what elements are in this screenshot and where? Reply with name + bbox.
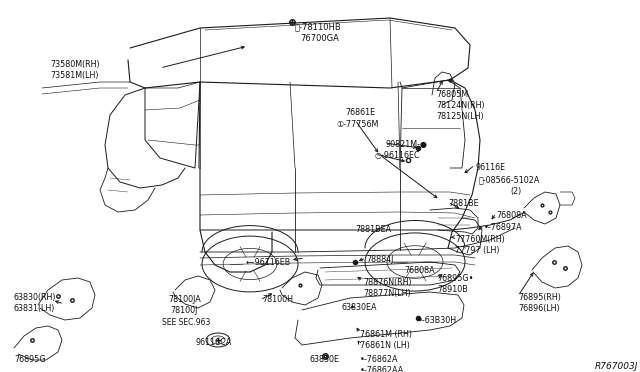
- Text: •-76897A: •-76897A: [484, 223, 523, 232]
- Text: 77760M(RH): 77760M(RH): [455, 235, 505, 244]
- Text: Ⓢ-08566-5102A: Ⓢ-08566-5102A: [479, 175, 540, 184]
- Text: 77797 (LH): 77797 (LH): [455, 246, 499, 255]
- Text: 76895G•: 76895G•: [437, 274, 474, 283]
- Text: 63830EA: 63830EA: [342, 303, 378, 312]
- Text: R767003J: R767003J: [595, 362, 638, 371]
- Text: 76861N (LH): 76861N (LH): [360, 341, 410, 350]
- Text: 78876N(RH): 78876N(RH): [363, 278, 412, 287]
- Text: 78910B: 78910B: [437, 285, 468, 294]
- Text: 76861M (RH): 76861M (RH): [360, 330, 412, 339]
- Text: 73581M(LH): 73581M(LH): [50, 71, 99, 80]
- Text: 7881BEA: 7881BEA: [355, 225, 391, 234]
- Text: 76808A: 76808A: [496, 211, 527, 220]
- Text: 96116CA: 96116CA: [195, 338, 231, 347]
- Text: Ⓜ-78110HB: Ⓜ-78110HB: [295, 22, 342, 31]
- Text: 78100J: 78100J: [170, 306, 197, 315]
- Text: 73580M(RH): 73580M(RH): [50, 60, 100, 69]
- Text: 63831(LH): 63831(LH): [14, 304, 56, 313]
- Text: 76861E: 76861E: [345, 108, 375, 117]
- Text: 76808A: 76808A: [404, 266, 435, 275]
- Text: •-76862A: •-76862A: [360, 355, 399, 364]
- Text: (2): (2): [510, 187, 521, 196]
- Text: 76895(RH): 76895(RH): [518, 293, 561, 302]
- Text: 76805M: 76805M: [436, 90, 468, 99]
- Text: 78884J: 78884J: [366, 255, 394, 264]
- Text: 63830E: 63830E: [310, 355, 340, 364]
- Text: ①-77756M: ①-77756M: [336, 120, 378, 129]
- Text: 78877N(LH): 78877N(LH): [363, 289, 411, 298]
- Text: 76895G: 76895G: [14, 355, 45, 364]
- Text: 63830(RH): 63830(RH): [14, 293, 56, 302]
- Text: ←-96116EB: ←-96116EB: [246, 258, 291, 267]
- Text: ○-96116EC: ○-96116EC: [375, 151, 420, 160]
- Text: 7881BE: 7881BE: [448, 199, 479, 208]
- Text: 78100JA: 78100JA: [168, 295, 201, 304]
- Text: 76700GA: 76700GA: [300, 34, 339, 43]
- Text: 90821M-●: 90821M-●: [385, 140, 427, 149]
- Text: 78124N(RH): 78124N(RH): [436, 101, 484, 110]
- Text: •-76862AA: •-76862AA: [360, 366, 404, 372]
- Text: 78125N(LH): 78125N(LH): [436, 112, 484, 121]
- Text: 96116E: 96116E: [475, 163, 505, 172]
- Text: •-63B30H: •-63B30H: [418, 316, 457, 325]
- Text: 78100H: 78100H: [262, 295, 293, 304]
- Text: SEE SEC.963: SEE SEC.963: [162, 318, 211, 327]
- Text: 76896(LH): 76896(LH): [518, 304, 559, 313]
